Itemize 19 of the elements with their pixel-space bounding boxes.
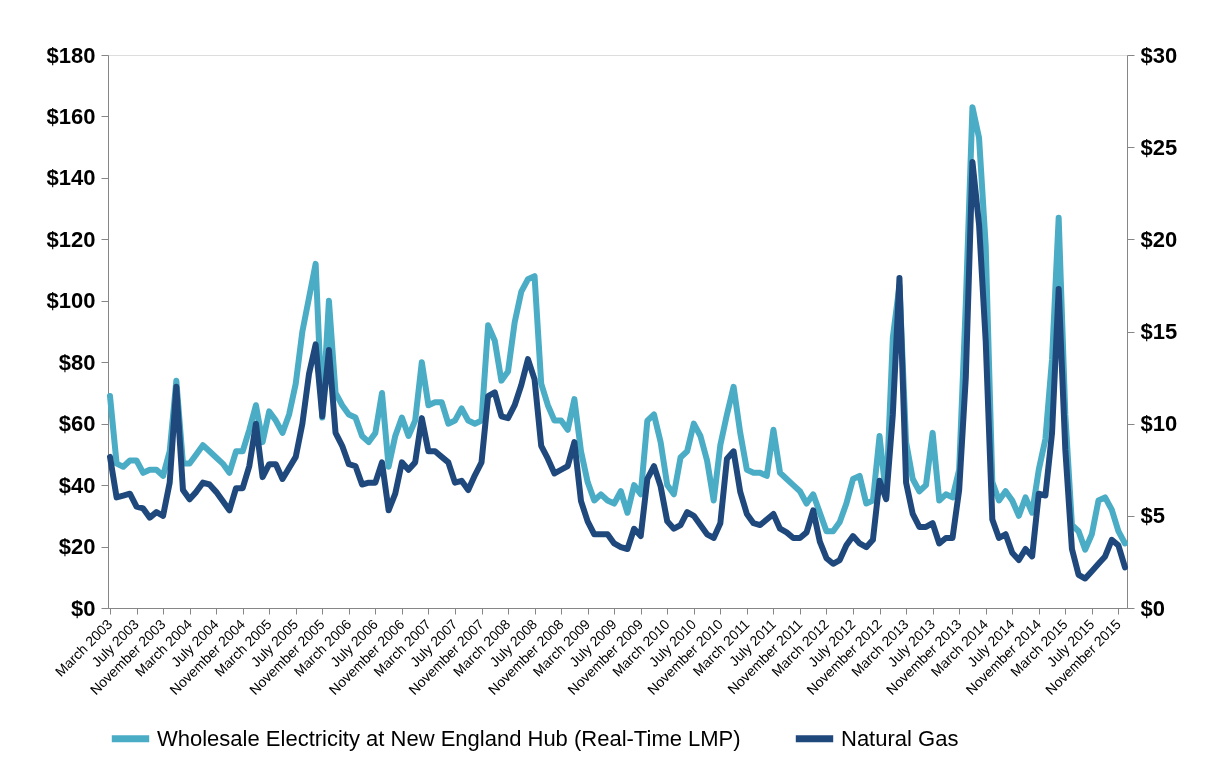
- y2-tick-label: $15: [1140, 319, 1178, 344]
- y2-tick-label: $20: [1140, 226, 1178, 252]
- legend-label: Wholesale Electricity at New England Hub (Real-Time LMP): [157, 725, 741, 751]
- y-tick-label: $80: [58, 349, 96, 375]
- y-tick-label: $40: [58, 472, 96, 498]
- y2-tick-label: $10: [1140, 411, 1178, 437]
- y-tick-label: $0: [71, 595, 96, 621]
- y-tick-label: $20: [58, 534, 96, 560]
- y2-tick-label: $5: [1140, 503, 1165, 529]
- y-tick-label: $160: [46, 103, 96, 129]
- y-tick-label: $120: [46, 226, 96, 252]
- legend-label: Natural Gas: [841, 725, 959, 751]
- y-tick-label: $180: [46, 42, 96, 68]
- y-tick-label: $60: [58, 411, 96, 437]
- y2-tick-label: $25: [1140, 134, 1178, 160]
- y2-tick-label: $30: [1140, 42, 1178, 68]
- y-tick-label: $100: [46, 288, 96, 314]
- y2-tick-label: $0: [1140, 595, 1165, 621]
- y-tick-label: $140: [46, 165, 96, 191]
